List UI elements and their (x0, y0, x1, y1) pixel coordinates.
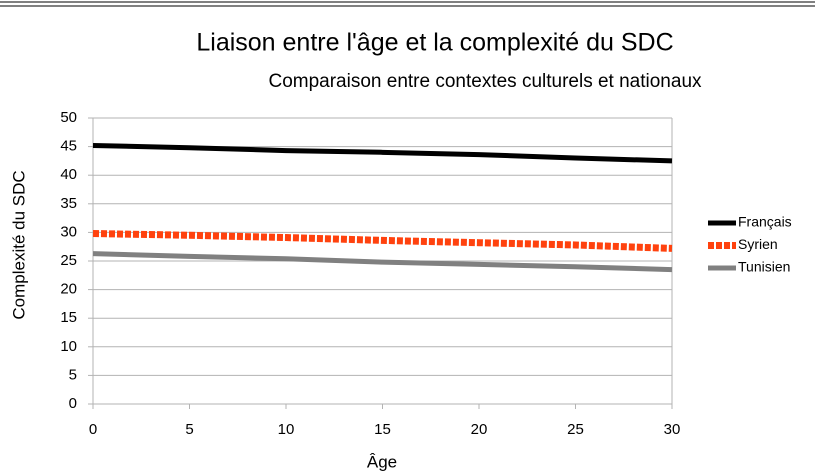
y-tick-label: 20 (60, 281, 77, 298)
x-tick-label: 25 (567, 421, 584, 438)
legend-label: Français (738, 214, 792, 230)
series-line (92, 142, 673, 164)
y-tick-label: 0 (69, 395, 77, 412)
y-tick-label: 25 (60, 252, 77, 269)
x-tick-label: 15 (374, 421, 391, 438)
y-tick-label: 30 (60, 223, 77, 240)
x-axis-label: Âge (367, 452, 397, 471)
y-tick-label: 35 (60, 195, 77, 212)
y-tick-label: 50 (60, 109, 77, 126)
y-tick-label: 45 (60, 138, 77, 155)
x-tick-label: 30 (664, 421, 681, 438)
x-tick-label: 0 (89, 421, 97, 438)
x-tick-label: 5 (185, 421, 193, 438)
y-tick-label: 40 (60, 166, 77, 183)
legend-label: Syrien (738, 236, 778, 252)
x-tick-label: 10 (278, 421, 295, 438)
y-tick-label: 5 (69, 366, 77, 383)
chart-title: Liaison entre l'âge et la complexité du … (196, 29, 673, 57)
legend-label: Tunisien (738, 259, 790, 275)
y-tick-label: 15 (60, 309, 77, 326)
chart-subtitle: Comparaison entre contextes culturels et… (268, 71, 702, 92)
y-axis-label: Complexité du SDC (9, 170, 28, 319)
series-line (92, 230, 673, 252)
x-tick-label: 20 (471, 421, 488, 438)
y-tick-label: 10 (60, 338, 77, 355)
series-line (92, 251, 673, 273)
